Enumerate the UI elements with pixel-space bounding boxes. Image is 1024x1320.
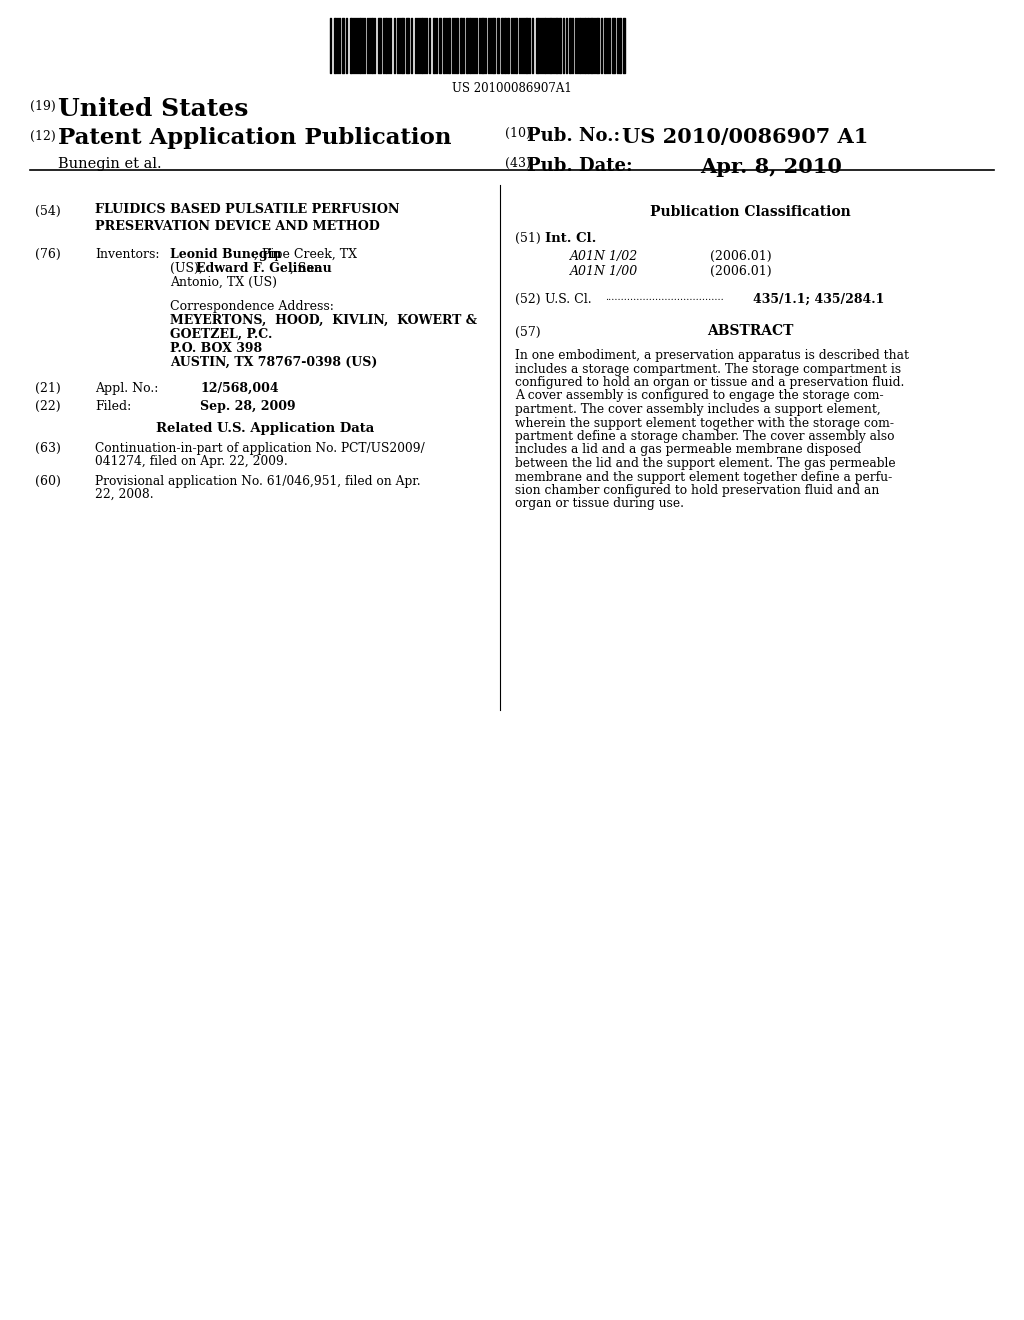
Text: (2006.01): (2006.01) — [710, 249, 772, 263]
Text: A01N 1/02: A01N 1/02 — [570, 249, 638, 263]
Text: partment define a storage chamber. The cover assembly also: partment define a storage chamber. The c… — [515, 430, 895, 444]
Text: (63): (63) — [35, 442, 60, 455]
Text: (76): (76) — [35, 248, 60, 261]
Text: AUSTIN, TX 78767-0398 (US): AUSTIN, TX 78767-0398 (US) — [170, 356, 378, 370]
Text: Bunegin et al.: Bunegin et al. — [58, 157, 162, 172]
Text: PRESERVATION DEVICE AND METHOD: PRESERVATION DEVICE AND METHOD — [95, 220, 380, 234]
Text: Leonid Bunegin: Leonid Bunegin — [170, 248, 282, 261]
Text: (US);: (US); — [170, 261, 203, 275]
Text: Patent Application Publication: Patent Application Publication — [58, 127, 452, 149]
Text: , Pipe Creek, TX: , Pipe Creek, TX — [254, 248, 357, 261]
Text: Pub. No.:: Pub. No.: — [527, 127, 621, 145]
Text: Related U.S. Application Data: Related U.S. Application Data — [156, 422, 374, 436]
Text: Inventors:: Inventors: — [95, 248, 160, 261]
Text: Publication Classification: Publication Classification — [649, 205, 850, 219]
Text: Pub. Date:: Pub. Date: — [527, 157, 633, 176]
Text: 041274, filed on Apr. 22, 2009.: 041274, filed on Apr. 22, 2009. — [95, 455, 288, 469]
Text: (2006.01): (2006.01) — [710, 265, 772, 279]
Text: membrane and the support element together define a perfu-: membrane and the support element togethe… — [515, 470, 892, 483]
Text: FLUIDICS BASED PULSATILE PERFUSION: FLUIDICS BASED PULSATILE PERFUSION — [95, 203, 399, 216]
Text: (10): (10) — [505, 127, 530, 140]
Text: A cover assembly is configured to engage the storage com-: A cover assembly is configured to engage… — [515, 389, 884, 403]
Text: 22, 2008.: 22, 2008. — [95, 488, 154, 502]
Text: Correspondence Address:: Correspondence Address: — [170, 300, 334, 313]
Text: 435/1.1; 435/284.1: 435/1.1; 435/284.1 — [753, 293, 885, 306]
Text: includes a lid and a gas permeable membrane disposed: includes a lid and a gas permeable membr… — [515, 444, 861, 457]
Text: (21): (21) — [35, 381, 60, 395]
Text: GOETZEL, P.C.: GOETZEL, P.C. — [170, 327, 272, 341]
Text: ......................................: ...................................... — [605, 293, 724, 302]
Text: Appl. No.:: Appl. No.: — [95, 381, 159, 395]
Text: ABSTRACT: ABSTRACT — [707, 323, 794, 338]
Text: (60): (60) — [35, 475, 60, 488]
Text: Continuation-in-part of application No. PCT/US2009/: Continuation-in-part of application No. … — [95, 442, 425, 455]
Text: A01N 1/00: A01N 1/00 — [570, 265, 638, 279]
Text: MEYERTONS,  HOOD,  KIVLIN,  KOWERT &: MEYERTONS, HOOD, KIVLIN, KOWERT & — [170, 314, 477, 327]
Text: Edward F. Gelineau: Edward F. Gelineau — [196, 261, 332, 275]
Text: P.O. BOX 398: P.O. BOX 398 — [170, 342, 262, 355]
Text: Apr. 8, 2010: Apr. 8, 2010 — [700, 157, 842, 177]
Text: (43): (43) — [505, 157, 530, 170]
Text: (12): (12) — [30, 129, 55, 143]
Text: United States: United States — [58, 96, 249, 121]
Text: In one embodiment, a preservation apparatus is described that: In one embodiment, a preservation appara… — [515, 348, 909, 362]
Text: (22): (22) — [35, 400, 60, 413]
Text: , San: , San — [290, 261, 322, 275]
Text: wherein the support element together with the storage com-: wherein the support element together wit… — [515, 417, 894, 429]
Text: Provisional application No. 61/046,951, filed on Apr.: Provisional application No. 61/046,951, … — [95, 475, 421, 488]
Text: Sep. 28, 2009: Sep. 28, 2009 — [200, 400, 296, 413]
Text: (52): (52) — [515, 293, 541, 306]
Text: organ or tissue during use.: organ or tissue during use. — [515, 498, 684, 511]
Text: U.S. Cl.: U.S. Cl. — [545, 293, 592, 306]
Text: Int. Cl.: Int. Cl. — [545, 232, 596, 246]
Text: Antonio, TX (US): Antonio, TX (US) — [170, 276, 278, 289]
Text: sion chamber configured to hold preservation fluid and an: sion chamber configured to hold preserva… — [515, 484, 880, 498]
Text: partment. The cover assembly includes a support element,: partment. The cover assembly includes a … — [515, 403, 881, 416]
Text: (19): (19) — [30, 100, 55, 114]
Text: (51): (51) — [515, 232, 541, 246]
Text: (57): (57) — [515, 326, 541, 339]
Text: (54): (54) — [35, 205, 60, 218]
Text: between the lid and the support element. The gas permeable: between the lid and the support element.… — [515, 457, 896, 470]
Text: includes a storage compartment. The storage compartment is: includes a storage compartment. The stor… — [515, 363, 901, 375]
Text: Filed:: Filed: — [95, 400, 131, 413]
Text: US 2010/0086907 A1: US 2010/0086907 A1 — [622, 127, 868, 147]
Text: 12/568,004: 12/568,004 — [200, 381, 279, 395]
Text: configured to hold an organ or tissue and a preservation fluid.: configured to hold an organ or tissue an… — [515, 376, 904, 389]
Text: US 20100086907A1: US 20100086907A1 — [453, 82, 571, 95]
